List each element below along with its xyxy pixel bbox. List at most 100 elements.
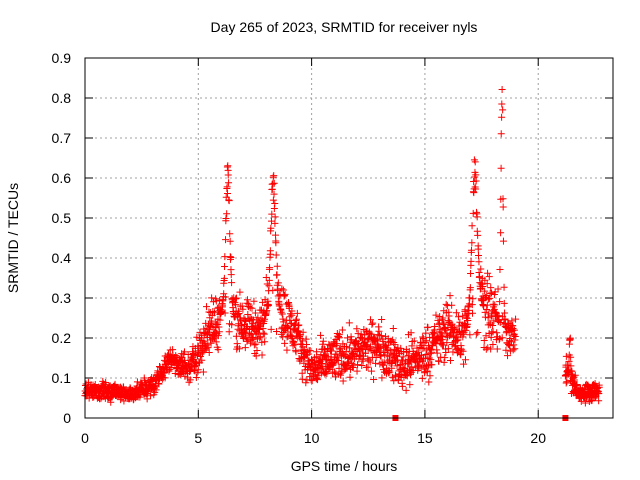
data-point — [472, 171, 480, 179]
x-tick-label: 5 — [194, 430, 202, 446]
data-point — [270, 179, 278, 187]
y-tick-label: 0.5 — [52, 210, 72, 226]
data-point — [431, 323, 439, 331]
data-point — [228, 279, 236, 287]
data-point — [466, 294, 474, 302]
data-point — [432, 335, 440, 343]
data-point — [449, 348, 457, 356]
data-point — [252, 352, 260, 360]
data-point — [335, 334, 343, 342]
data-point — [406, 381, 414, 389]
data-point — [248, 304, 256, 312]
data-point — [303, 340, 311, 348]
data-point — [354, 361, 362, 369]
data-point — [110, 382, 118, 390]
data-point — [302, 379, 310, 387]
data-point — [298, 375, 306, 383]
data-point — [410, 337, 418, 345]
data-point — [264, 301, 272, 309]
data-point — [499, 203, 507, 211]
data-point — [235, 310, 243, 318]
data-point — [485, 273, 493, 281]
data-point — [325, 340, 333, 348]
data-point — [432, 311, 440, 319]
y-tick-label: 0.6 — [52, 170, 72, 186]
data-point — [331, 368, 339, 376]
data-point — [252, 340, 260, 348]
data-point — [370, 376, 378, 384]
data-point — [256, 325, 264, 333]
data-point — [329, 343, 337, 351]
axis-ticks — [84, 57, 613, 419]
data-point — [303, 351, 311, 359]
data-point — [484, 314, 492, 322]
data-point — [291, 341, 299, 349]
data-point — [440, 358, 448, 366]
data-point — [216, 316, 224, 324]
data-point — [329, 361, 337, 369]
data-point — [269, 196, 277, 204]
data-point — [469, 309, 477, 317]
data-point — [408, 363, 416, 371]
data-point — [353, 367, 361, 375]
data-point — [423, 368, 431, 376]
data-point — [263, 280, 271, 288]
data-point — [253, 346, 261, 354]
data-point — [238, 302, 246, 310]
data-point — [337, 344, 345, 352]
data-point — [234, 310, 242, 318]
data-point — [321, 352, 329, 360]
y-tick-label: 0.4 — [52, 250, 72, 266]
data-point — [562, 379, 570, 387]
data-point — [295, 321, 303, 329]
data-point — [292, 348, 300, 356]
data-point — [595, 390, 603, 398]
data-point — [225, 328, 233, 336]
data-point — [386, 368, 394, 376]
y-tick-label: 0.8 — [52, 90, 72, 106]
data-point — [478, 297, 486, 305]
data-point — [467, 270, 475, 278]
data-point — [265, 276, 273, 284]
data-point — [468, 239, 476, 247]
plot-frame — [84, 57, 614, 419]
data-point — [510, 326, 518, 334]
data-point — [468, 246, 476, 254]
data-point — [485, 295, 493, 303]
data-point — [443, 339, 451, 347]
data-point — [424, 355, 432, 363]
data-point — [402, 386, 410, 394]
data-point — [349, 361, 357, 369]
data-point — [299, 328, 307, 336]
data-point — [428, 361, 436, 369]
data-point — [414, 348, 422, 356]
data-point — [266, 264, 274, 272]
data-point — [251, 309, 259, 317]
data-point — [266, 247, 274, 255]
chart-title: Day 265 of 2023, SRMTID for receiver nyl… — [211, 19, 478, 35]
data-point — [493, 329, 501, 337]
data-point — [211, 309, 219, 317]
data-point — [353, 325, 361, 333]
data-point — [466, 331, 474, 339]
data-point — [489, 328, 497, 336]
data-point — [333, 340, 341, 348]
data-point — [267, 224, 275, 232]
data-point — [422, 329, 430, 337]
data-point — [204, 344, 212, 352]
data-point — [461, 356, 469, 364]
data-point — [499, 106, 507, 114]
data-point — [319, 337, 327, 345]
data-point — [307, 376, 315, 384]
data-point — [468, 222, 476, 230]
data-point — [199, 368, 207, 376]
data-point — [203, 303, 211, 311]
data-point — [227, 271, 235, 279]
data-point — [223, 210, 231, 218]
data-point — [442, 349, 450, 357]
data-point — [348, 336, 356, 344]
data-point — [366, 358, 374, 366]
data-point — [471, 158, 479, 166]
data-point — [377, 332, 385, 340]
